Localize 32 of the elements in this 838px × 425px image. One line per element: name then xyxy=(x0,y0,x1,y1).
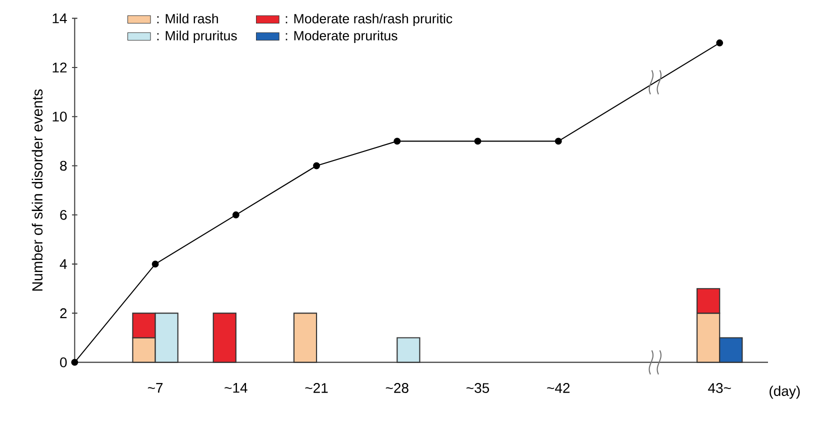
x-tick-label: ~7 xyxy=(148,383,163,393)
bar xyxy=(396,337,420,363)
x-axis-title: (day) xyxy=(770,386,800,399)
x-tick-label: ~21 xyxy=(305,383,328,393)
point xyxy=(394,138,401,145)
y-tick-label: 14 xyxy=(52,14,67,24)
legend-label: : Mild rash xyxy=(157,14,218,24)
x-tick-label: ~35 xyxy=(466,383,490,393)
point xyxy=(232,211,240,218)
legend-label: : Moderate pruritus xyxy=(286,30,398,44)
point xyxy=(554,138,562,145)
x-tick-label: ~42 xyxy=(547,383,570,393)
y-tick-label: 6 xyxy=(60,210,67,220)
point xyxy=(152,260,159,268)
point xyxy=(716,39,724,46)
y-tick-label: 12 xyxy=(52,62,67,72)
y-tick-label: 4 xyxy=(60,259,67,269)
point xyxy=(313,162,320,170)
y-tick-label: 2 xyxy=(60,308,67,318)
point xyxy=(474,138,482,145)
point xyxy=(71,358,78,366)
x-tick-label: ~28 xyxy=(386,383,408,393)
y-tick-label: 0 xyxy=(60,357,67,368)
y-axis-title: Number of skin disorder events xyxy=(32,89,43,291)
x-tick-label: 43~ xyxy=(708,383,731,393)
y-tick-label: 10 xyxy=(52,112,67,122)
y-tick-label: 8 xyxy=(60,160,67,171)
bar xyxy=(212,312,236,363)
legend-label: : Mild pruritus xyxy=(157,30,237,44)
legend-label: : Moderate rash/rash pruritic xyxy=(286,14,452,26)
x-tick-label: ~14 xyxy=(224,383,248,393)
bar xyxy=(293,312,318,363)
